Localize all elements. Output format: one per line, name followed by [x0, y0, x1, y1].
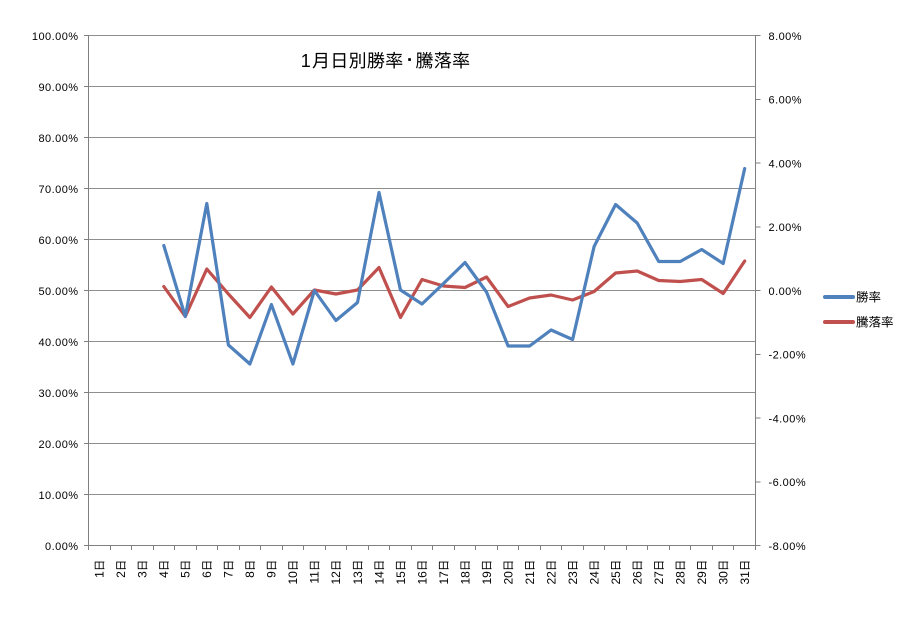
svg-text:31: 31 — [738, 571, 752, 585]
svg-text:0.00%: 0.00% — [769, 286, 802, 298]
svg-text:20.00%: 20.00% — [38, 439, 78, 451]
svg-text:100.00%: 100.00% — [32, 31, 79, 43]
svg-text:1: 1 — [93, 571, 107, 578]
svg-text:13: 13 — [351, 571, 365, 585]
svg-text:6.00%: 6.00% — [769, 95, 802, 107]
svg-text:26: 26 — [631, 571, 645, 585]
svg-text:28: 28 — [674, 571, 688, 585]
svg-text:8: 8 — [243, 571, 257, 578]
svg-text:17: 17 — [437, 571, 451, 585]
svg-text:16: 16 — [415, 571, 429, 585]
svg-text:70.00%: 70.00% — [38, 184, 78, 196]
svg-text:23: 23 — [566, 571, 580, 585]
svg-text:30: 30 — [717, 571, 731, 585]
svg-text:22: 22 — [544, 571, 558, 585]
svg-text:0.00%: 0.00% — [45, 541, 78, 553]
svg-text:2.00%: 2.00% — [769, 222, 802, 234]
svg-text:15: 15 — [394, 571, 408, 585]
svg-text:20: 20 — [501, 571, 515, 585]
svg-text:19: 19 — [480, 571, 494, 585]
svg-text:27: 27 — [652, 571, 666, 585]
svg-text:-8.00%: -8.00% — [769, 541, 807, 553]
svg-text:10.00%: 10.00% — [38, 490, 78, 502]
svg-text:24: 24 — [587, 571, 601, 585]
svg-text:21: 21 — [523, 571, 537, 585]
svg-text:-6.00%: -6.00% — [769, 477, 807, 489]
svg-text:30.00%: 30.00% — [38, 388, 78, 400]
svg-text:7: 7 — [222, 571, 236, 578]
svg-text:14: 14 — [372, 571, 386, 585]
svg-text:60.00%: 60.00% — [38, 235, 78, 247]
svg-text:-4.00%: -4.00% — [769, 413, 807, 425]
svg-text:-2.00%: -2.00% — [769, 350, 807, 362]
svg-text:40.00%: 40.00% — [38, 337, 78, 349]
svg-text:50.00%: 50.00% — [38, 286, 78, 298]
svg-text:8.00%: 8.00% — [769, 31, 802, 43]
svg-text:29: 29 — [695, 571, 709, 585]
svg-text:4.00%: 4.00% — [769, 158, 802, 170]
svg-text:3: 3 — [136, 571, 150, 578]
svg-text:5: 5 — [179, 571, 193, 578]
svg-text:4: 4 — [157, 571, 171, 578]
svg-text:9: 9 — [265, 571, 279, 578]
svg-text:12: 12 — [329, 571, 343, 585]
svg-text:18: 18 — [458, 571, 472, 585]
svg-text:80.00%: 80.00% — [38, 133, 78, 145]
svg-text:10: 10 — [286, 571, 300, 585]
svg-text:1: 1 — [301, 51, 311, 71]
svg-text:2: 2 — [114, 571, 128, 578]
svg-text:90.00%: 90.00% — [38, 82, 78, 94]
svg-text:25: 25 — [609, 571, 623, 585]
svg-text:6: 6 — [200, 571, 214, 578]
svg-text:11: 11 — [308, 571, 322, 584]
